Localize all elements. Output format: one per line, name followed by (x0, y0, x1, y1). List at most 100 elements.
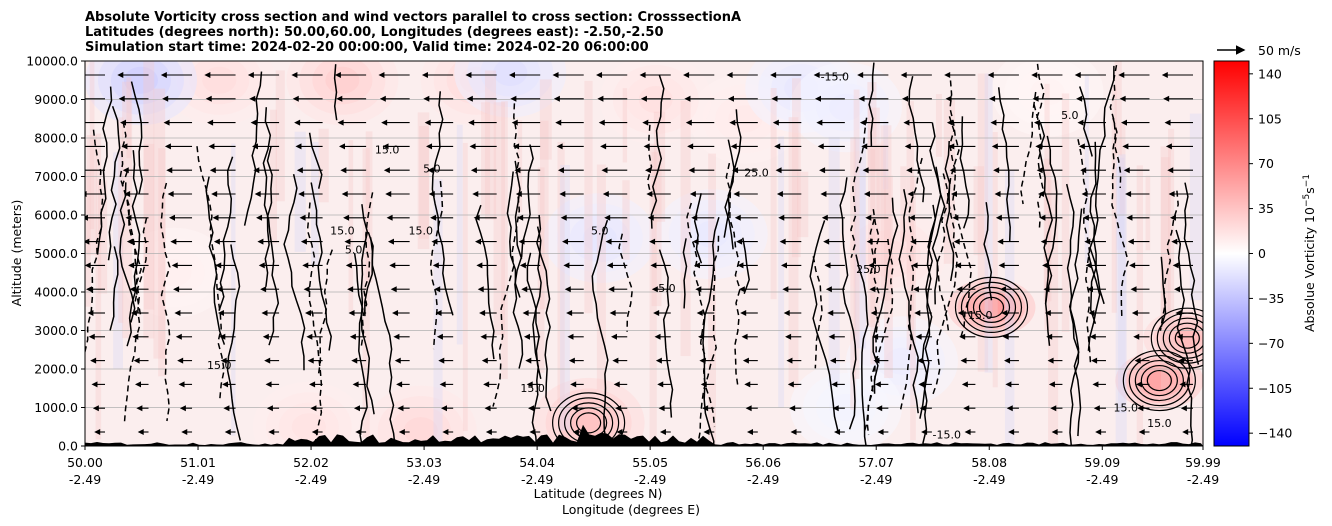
wind-vector (700, 381, 715, 388)
contour-label: 15.0 (375, 143, 400, 156)
vorticity-streak (537, 167, 545, 373)
x-tick-label-lat: 59.09 (1084, 455, 1120, 470)
wind-vector (689, 191, 715, 197)
wind-vector (509, 72, 541, 78)
vorticity-streak (708, 153, 716, 446)
wind-vector (744, 381, 758, 388)
wind-vector (394, 357, 410, 364)
contour-line (1020, 91, 1037, 205)
contour-ring (576, 412, 602, 434)
contour-label: 15.0 (1147, 417, 1172, 430)
wind-vector (393, 333, 410, 340)
wind-vector (466, 95, 497, 102)
contour-line (160, 182, 171, 422)
vorticity-streak (935, 94, 942, 157)
wind-vector (948, 143, 976, 150)
wind-vector (355, 429, 367, 435)
vorticity-streak (122, 81, 133, 339)
vorticity-streak (1145, 175, 1151, 251)
wind-vector (179, 405, 193, 412)
wind-vector (902, 95, 932, 102)
wind-vector (557, 167, 584, 174)
wind-vector (261, 310, 280, 316)
wind-vector (1137, 405, 1150, 412)
wind-vector (654, 333, 671, 340)
contour-line (1044, 135, 1058, 304)
x-tick-label-lat: 52.02 (293, 455, 329, 470)
wind-vector (608, 286, 628, 293)
wind-vector (876, 405, 889, 412)
wind-vector (1168, 191, 1193, 197)
colorbar-ticks: 140 105 70 35 0 −35 −70 −105 −140 (1249, 66, 1292, 441)
wind-vector (1125, 191, 1150, 197)
x-tick-label-lon: -2.49 (295, 472, 327, 487)
contour-line (205, 176, 226, 345)
wind-vector (1036, 167, 1063, 174)
wind-vector (692, 238, 715, 245)
y-tick-label: 4000.0 (34, 285, 78, 300)
colorbar-tick-label: 0 (1258, 246, 1266, 261)
vorticity-blob (884, 347, 919, 375)
wind-vector (307, 357, 323, 364)
x-tick-label-lat: 51.01 (180, 455, 216, 470)
wind-vector (816, 119, 845, 126)
wind-vector (292, 95, 323, 102)
wind-vector (175, 333, 193, 340)
wind-vector (994, 191, 1019, 197)
wind-vector (685, 119, 715, 126)
vorticity-streak (95, 133, 102, 440)
wind-vector (423, 95, 454, 102)
wind-vector (727, 95, 758, 102)
wind-vector (598, 119, 628, 126)
wind-vector (658, 405, 671, 412)
wind-vector (1006, 405, 1019, 412)
vorticity-streak (584, 80, 593, 314)
contour-line (1077, 139, 1092, 364)
wind-vector (337, 119, 367, 126)
wind-vector (877, 429, 889, 435)
contour-line (725, 162, 741, 388)
wind-vector (426, 143, 454, 150)
wind-vector (351, 357, 367, 364)
contour-line (863, 208, 880, 434)
wind-vector (397, 405, 410, 412)
wind-vector (911, 262, 932, 269)
wind-vector (421, 72, 454, 78)
wind-vector (827, 310, 845, 316)
wind-vector (786, 357, 802, 364)
wind-vector (1082, 214, 1106, 221)
wind-vector (347, 286, 367, 293)
terrain-profile (85, 424, 1203, 446)
wind-vector (519, 262, 541, 269)
colorbar-tick-label: 35 (1258, 201, 1274, 216)
wind-vector (772, 119, 802, 126)
vorticity-streak (1116, 157, 1125, 250)
contour-label: -15.0 (932, 428, 960, 441)
wind-vector (124, 191, 149, 197)
wind-vector (1033, 119, 1063, 126)
wind-vector (817, 143, 845, 150)
wind-vector (560, 214, 584, 221)
wind-vector (1001, 310, 1019, 316)
wind-vector (257, 238, 280, 245)
wind-vector (734, 214, 758, 221)
wind-vector (1087, 286, 1106, 293)
wind-vector (1122, 143, 1150, 150)
y-tick-label: 10000.0 (26, 54, 78, 69)
wind-vector (646, 191, 671, 197)
vorticity-streak (596, 164, 606, 390)
colorbar-tick-label: 140 (1258, 66, 1282, 81)
vorticity-streak (651, 151, 662, 307)
wind-vector (514, 167, 541, 174)
wind-vector (813, 72, 845, 78)
wind-vector (265, 381, 280, 388)
wind-vector (340, 167, 367, 174)
wind-vector (726, 72, 758, 78)
wind-vector (695, 286, 715, 293)
wind-vector (162, 95, 193, 102)
wind-vector (921, 429, 932, 435)
wind-vector (957, 310, 976, 316)
wind-vector (472, 191, 497, 197)
contour-line (1038, 121, 1053, 346)
contour-line (119, 121, 142, 319)
